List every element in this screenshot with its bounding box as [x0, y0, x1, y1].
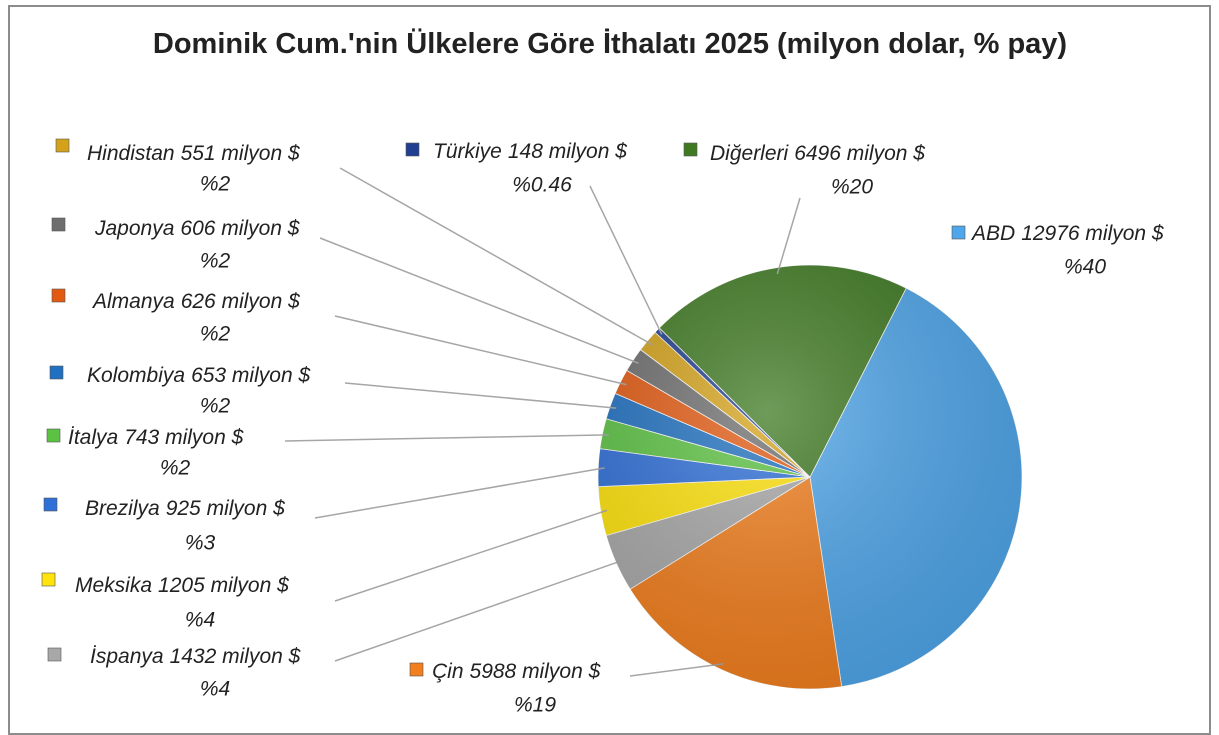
data-label: İtalya 743 milyon $	[68, 426, 244, 449]
label-value: 551 milyon $	[181, 142, 300, 165]
data-label: Hindistan 551 milyon $	[87, 142, 300, 165]
chart-title: Dominik Cum.'nin Ülkelere Göre İthalatı …	[152, 28, 1068, 60]
leader-line	[776, 197, 801, 275]
data-label: Brezilya 925 milyon $	[85, 497, 285, 520]
label-value: 1205 milyon $	[158, 574, 289, 597]
data-label: Diğerleri 6496 milyon $	[710, 142, 925, 165]
leader-line	[319, 237, 639, 365]
label-value: 626 milyon $	[181, 290, 300, 313]
legend-marker	[41, 572, 56, 587]
label-category: İtalya	[68, 426, 118, 449]
label-category: ABD	[970, 222, 1015, 245]
label-percent: %2	[200, 250, 231, 273]
label-percent: %20	[831, 176, 873, 199]
label-percent: %4	[200, 678, 230, 701]
label-category: Hindistan	[87, 142, 175, 165]
leader-line	[629, 663, 725, 677]
label-category: Diğerleri	[710, 142, 790, 165]
legend-marker	[55, 138, 70, 153]
legend-marker	[951, 225, 966, 240]
label-value: 12976 milyon $	[1021, 222, 1164, 245]
legend-marker	[51, 217, 66, 232]
leader-line	[339, 167, 653, 346]
label-value: 6496 milyon $	[794, 142, 925, 165]
legend-marker	[47, 647, 62, 662]
label-percent: %40	[1064, 256, 1106, 279]
label-category: Japonya	[94, 217, 174, 240]
label-percent: %0.46	[512, 174, 572, 197]
data-label: Japonya 606 milyon $	[94, 217, 300, 240]
legend-marker	[51, 288, 66, 303]
legend-marker	[43, 497, 58, 512]
data-label: Çin 5988 milyon $	[432, 660, 601, 683]
label-value: 1432 milyon $	[170, 645, 301, 668]
legend-marker	[683, 142, 698, 157]
legend-marker	[46, 428, 61, 443]
leader-line	[334, 509, 608, 602]
leader-line	[334, 559, 623, 662]
leader-line	[589, 185, 663, 335]
data-label: Kolombiya 653 milyon $	[87, 364, 310, 387]
label-percent: %4	[185, 609, 215, 632]
leader-line	[284, 434, 609, 442]
label-category: Çin	[432, 660, 464, 683]
data-label: Almanya 626 milyon $	[91, 290, 300, 313]
label-value: 653 milyon $	[191, 364, 310, 387]
data-label: Türkiye 148 milyon $	[433, 140, 627, 163]
label-value: 606 milyon $	[180, 217, 299, 240]
label-percent: %2	[200, 395, 231, 418]
data-label: İspanya 1432 milyon $	[90, 645, 301, 668]
leader-line	[314, 467, 605, 519]
label-percent: %2	[200, 173, 231, 196]
label-category: Almanya	[91, 290, 175, 313]
legend-marker	[49, 365, 64, 380]
leader-line	[334, 315, 627, 386]
label-percent: %2	[160, 457, 191, 480]
label-percent: %3	[185, 532, 216, 555]
label-category: Türkiye	[433, 140, 502, 163]
label-value: 148 milyon $	[508, 140, 627, 163]
data-label: ABD 12976 milyon $	[970, 222, 1164, 245]
label-percent: %19	[514, 694, 556, 717]
label-category: İspanya	[90, 645, 164, 668]
leader-line	[344, 382, 617, 409]
label-value: 5988 milyon $	[470, 660, 601, 683]
label-category: Kolombiya	[87, 364, 185, 387]
label-category: Brezilya	[85, 497, 160, 520]
label-category: Meksika	[75, 574, 152, 597]
data-label: Meksika 1205 milyon $	[75, 574, 289, 597]
legend-marker	[405, 142, 420, 157]
label-value: 925 milyon $	[166, 497, 285, 520]
label-percent: %2	[200, 323, 231, 346]
legend-marker	[409, 662, 424, 677]
label-value: 743 milyon $	[124, 426, 243, 449]
